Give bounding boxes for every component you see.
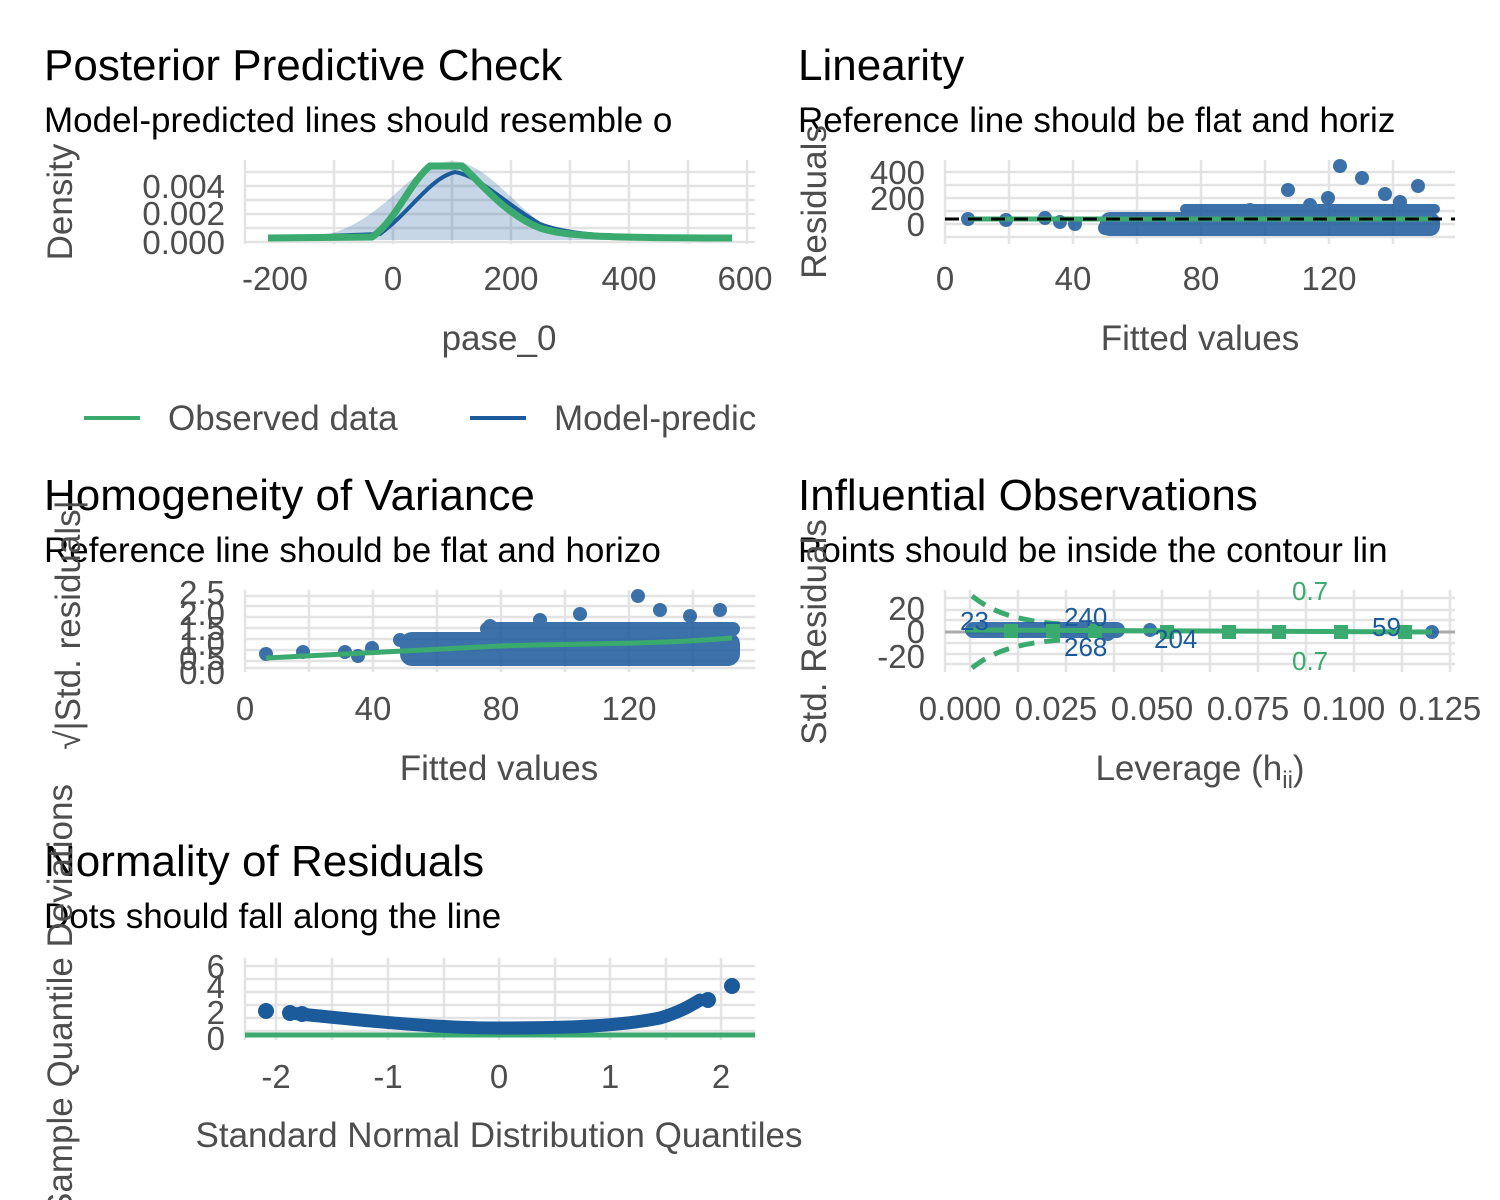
hov-ytick: 0.5 bbox=[179, 640, 225, 677]
infl-contour-lower bbox=[970, 637, 1061, 670]
infl-point-label: 204 bbox=[1154, 624, 1197, 654]
lin-ylabel: Residuals bbox=[795, 125, 834, 279]
qq-xlabel: Standard Normal Distribution Quantiles bbox=[196, 1116, 803, 1155]
hov-subtitle: Reference line should be flat and horizo bbox=[44, 531, 661, 570]
infl-subtitle: Points should be inside the contour lin bbox=[798, 531, 1388, 570]
infl-xtick: 0.050 bbox=[1111, 690, 1194, 727]
lin-title: Linearity bbox=[798, 41, 964, 90]
legend-observed-label: Observed data bbox=[168, 399, 398, 438]
infl-xtick: 0.025 bbox=[1015, 690, 1098, 727]
qq-points-band bbox=[283, 993, 707, 1035]
lin-ytick: 0 bbox=[907, 206, 925, 243]
hov-ytick: 1.5 bbox=[179, 610, 225, 647]
infl-point-label: 23 bbox=[960, 606, 989, 636]
infl-xlabel-main: Leverage (h bbox=[1095, 749, 1282, 788]
hov-ytick: 2.0 bbox=[179, 595, 225, 632]
ppc-legend: Observed data Model-predic bbox=[84, 399, 756, 438]
infl-xlabel-sub: ii bbox=[1282, 767, 1293, 794]
qq-points bbox=[258, 978, 740, 1022]
hov-xtick: 40 bbox=[355, 690, 392, 727]
lin-subtitle: Reference line should be flat and horiz bbox=[798, 101, 1395, 140]
qq-ytick: 2 bbox=[207, 994, 225, 1031]
ppc-subtitle: Model-predicted lines should resemble o bbox=[44, 101, 672, 140]
lin-xtick: 0 bbox=[936, 260, 954, 297]
ppc-xtick: -200 bbox=[242, 260, 308, 297]
qq-ylabel: Sample Quantile Deviations bbox=[41, 784, 80, 1200]
hov-ytick: 0.0 bbox=[179, 654, 225, 691]
panel-homogeneity: Homogeneity of Variance Reference line s… bbox=[44, 471, 755, 788]
infl-contour-label: 0.7 bbox=[1292, 646, 1328, 676]
infl-ytick: -20 bbox=[877, 638, 925, 675]
qq-title: Normality of Residuals bbox=[44, 837, 484, 886]
qq-xtick: 2 bbox=[712, 1058, 730, 1095]
infl-point-label: 59 bbox=[1372, 612, 1401, 642]
panel-linearity: Linearity Reference line should be flat … bbox=[795, 41, 1455, 358]
lin-xtick: 40 bbox=[1055, 260, 1092, 297]
hov-xlabel: Fitted values bbox=[400, 749, 598, 788]
hov-xtick: 120 bbox=[601, 690, 656, 727]
ppc-xtick: 0 bbox=[384, 260, 402, 297]
ppc-title: Posterior Predictive Check bbox=[44, 41, 563, 90]
qq-ytick: 4 bbox=[207, 968, 225, 1005]
infl-smooth-markers bbox=[1004, 624, 1412, 639]
hov-xtick: 80 bbox=[483, 690, 520, 727]
legend-predicted-label: Model-predic bbox=[554, 399, 756, 438]
infl-xlabel-end: ) bbox=[1293, 749, 1305, 788]
ppc-xtick: 600 bbox=[717, 260, 772, 297]
hov-ylabel: √|Std. residuals| bbox=[49, 500, 88, 749]
ppc-pred-band bbox=[240, 161, 740, 240]
infl-ylabel: Std. Residuals bbox=[795, 519, 834, 745]
ppc-ytick: 0.002 bbox=[142, 195, 225, 232]
qq-xtick: -1 bbox=[373, 1058, 402, 1095]
panel-normality: Normality of Residuals Dots should fall … bbox=[41, 784, 802, 1200]
infl-xtick: 0.100 bbox=[1303, 690, 1386, 727]
qq-subtitle: Dots should fall along the line bbox=[44, 897, 501, 936]
infl-xtick: 0.075 bbox=[1207, 690, 1290, 727]
hov-xtick: 0 bbox=[236, 690, 254, 727]
lin-xtick: 80 bbox=[1183, 260, 1220, 297]
panel-ppc: Posterior Predictive Check Model-predict… bbox=[41, 41, 773, 438]
hov-ytick: 1.0 bbox=[179, 625, 225, 662]
infl-title: Influential Observations bbox=[798, 471, 1258, 520]
panel-influential: Influential Observations Points should b… bbox=[795, 471, 1481, 794]
qq-ytick: 6 bbox=[207, 948, 225, 985]
infl-contour-label: 0.7 bbox=[1292, 576, 1328, 606]
infl-point-label: 240 bbox=[1064, 602, 1107, 632]
qq-xtick: 1 bbox=[601, 1058, 619, 1095]
lin-ytick: 400 bbox=[870, 154, 925, 191]
qq-xtick: -2 bbox=[261, 1058, 290, 1095]
hov-ytick: 2.5 bbox=[179, 574, 225, 611]
ppc-xlabel: pase_0 bbox=[442, 319, 557, 358]
infl-xtick: 0.000 bbox=[919, 690, 1002, 727]
lin-xtick: 120 bbox=[1301, 260, 1356, 297]
infl-xtick: 0.125 bbox=[1399, 690, 1482, 727]
ppc-ytick: 0.000 bbox=[142, 224, 225, 261]
ppc-ylabel: Density bbox=[41, 143, 80, 260]
infl-smooth-line bbox=[965, 627, 1433, 635]
ppc-ytick: 0.004 bbox=[142, 168, 225, 205]
ppc-xtick: 400 bbox=[601, 260, 656, 297]
lin-ytick: 200 bbox=[870, 180, 925, 217]
qq-ytick: 0 bbox=[207, 1020, 225, 1057]
qq-xtick: 0 bbox=[490, 1058, 508, 1095]
lin-xlabel: Fitted values bbox=[1101, 319, 1299, 358]
hov-smooth-line bbox=[265, 635, 733, 661]
ppc-xtick: 200 bbox=[483, 260, 538, 297]
infl-ytick: 20 bbox=[888, 590, 925, 627]
ppc-observed-line bbox=[267, 162, 733, 242]
infl-xlabel: Leverage (hii) bbox=[1095, 749, 1304, 794]
qq-grid bbox=[243, 958, 755, 1040]
infl-point-label: 268 bbox=[1064, 632, 1107, 662]
hov-title: Homogeneity of Variance bbox=[44, 471, 535, 520]
infl-ytick: 0 bbox=[907, 613, 925, 650]
